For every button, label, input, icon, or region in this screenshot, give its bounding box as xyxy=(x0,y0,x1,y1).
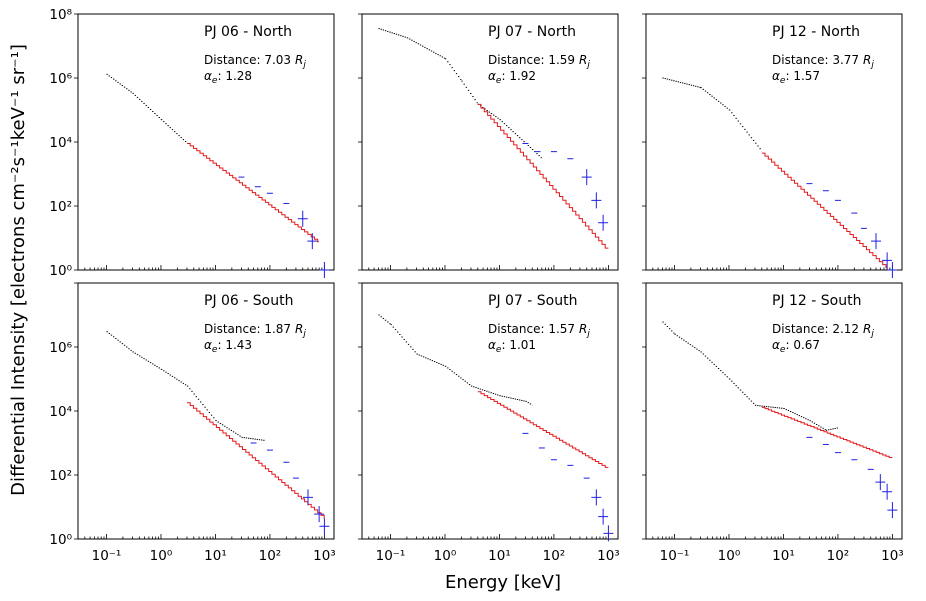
y-tick-label: 10⁶ xyxy=(49,340,72,356)
jupiter-radius-symbol: R xyxy=(863,322,871,336)
panel-3: PJ 12 - North Distance: 3.77 Rj αe: 1.57 xyxy=(642,13,903,278)
distance-text: Distance: 1.59 xyxy=(488,53,575,67)
alpha-symbol: α xyxy=(488,338,496,352)
y-tick-label: 10⁰ xyxy=(49,532,72,548)
alpha-subscript: e xyxy=(780,345,786,355)
alpha-value: : 1.57 xyxy=(785,69,820,83)
subplot-grid: 10⁰ 10² 10⁴ 10⁶ 10⁸ PJ 06 - North Distance: 7.… xyxy=(49,7,903,564)
x-tick-label: 10¹ xyxy=(204,548,227,564)
x-tick-label: 10⁰ xyxy=(718,548,741,564)
fit-step-line xyxy=(761,152,888,269)
jupiter-radius-subscript: j xyxy=(869,60,874,70)
alpha-annotation: αe: 1.01 xyxy=(488,338,536,355)
fit-step-line xyxy=(187,143,320,243)
x-tick-label: 10⁰ xyxy=(434,548,457,564)
panel-title: PJ 06 - North xyxy=(204,24,292,40)
fit-step-line xyxy=(187,402,325,519)
panel-2: PJ 07 - North Distance: 1.59 Rj αe: 1.92 xyxy=(358,13,619,271)
alpha-annotation: αe: 1.92 xyxy=(488,69,536,86)
panel-title: PJ 12 - North xyxy=(772,24,860,40)
jupiter-radius-subscript: j xyxy=(301,60,306,70)
jupiter-radius-subscript: j xyxy=(585,329,590,339)
y-tick-label: 10² xyxy=(49,199,72,215)
alpha-value: : 1.92 xyxy=(501,69,536,83)
x-tick-label: 10² xyxy=(543,548,566,564)
y-tick-label: 10⁴ xyxy=(49,404,72,420)
alpha-symbol: α xyxy=(204,69,212,83)
x-axis-label: Energy [keV] xyxy=(445,572,561,593)
panel-5: 10⁻¹ 10⁰ 10¹ 10² 10³ PJ 07 - South Distance: 1… xyxy=(358,282,620,564)
distance-annotation: Distance: 7.03 Rj xyxy=(204,53,306,70)
jupiter-radius-symbol: R xyxy=(863,53,871,67)
distance-text: Distance: 1.87 xyxy=(204,322,291,336)
panel-title: PJ 07 - South xyxy=(488,293,577,309)
distance-annotation: Distance: 1.59 Rj xyxy=(488,53,590,70)
panel-title: PJ 12 - South xyxy=(772,293,861,309)
distance-annotation: Distance: 1.57 Rj xyxy=(488,322,590,339)
distance-text: Distance: 1.57 xyxy=(488,322,575,336)
distance-text: Distance: 2.12 xyxy=(772,322,859,336)
x-tick-label: 10¹ xyxy=(488,548,511,564)
jupiter-radius-symbol: R xyxy=(295,53,303,67)
distance-annotation: Distance: 1.87 Rj xyxy=(204,322,306,339)
x-tick-label: 10² xyxy=(827,548,850,564)
x-tick-label: 10³ xyxy=(881,548,904,564)
y-tick-label: 10⁴ xyxy=(49,135,72,151)
x-tick-label: 10⁻¹ xyxy=(92,548,122,564)
jupiter-radius-symbol: R xyxy=(579,53,587,67)
alpha-symbol: α xyxy=(772,69,780,83)
x-tick-label: 10⁰ xyxy=(150,548,173,564)
y-tick-label: 10⁸ xyxy=(49,7,72,23)
distance-annotation: Distance: 2.12 Rj xyxy=(772,322,874,339)
alpha-annotation: αe: 1.57 xyxy=(772,69,820,86)
panel-6: 10⁻¹ 10⁰ 10¹ 10² 10³ PJ 12 - South Distance: 2… xyxy=(642,282,904,564)
x-tick-label: 10² xyxy=(259,548,282,564)
x-tick-label: 10³ xyxy=(597,548,620,564)
fit-step-line xyxy=(761,406,893,458)
jupiter-radius-subscript: j xyxy=(869,329,874,339)
x-tick-label: 10¹ xyxy=(772,548,795,564)
alpha-value: : 1.28 xyxy=(217,69,252,83)
panel-title: PJ 07 - North xyxy=(488,24,576,40)
panel-title: PJ 06 - South xyxy=(204,293,293,309)
alpha-subscript: e xyxy=(212,345,218,355)
distance-text: Distance: 3.77 xyxy=(772,53,859,67)
alpha-symbol: α xyxy=(772,338,780,352)
alpha-subscript: e xyxy=(212,76,218,86)
y-tick-label: 10² xyxy=(49,468,72,484)
x-tick-label: 10⁻¹ xyxy=(660,548,690,564)
alpha-subscript: e xyxy=(496,76,502,86)
x-tick-label: 10³ xyxy=(313,548,336,564)
alpha-value: : 1.43 xyxy=(217,338,252,352)
y-axis-label: Differential Intensity [electrons cm⁻²s⁻… xyxy=(8,44,29,496)
alpha-subscript: e xyxy=(780,76,786,86)
alpha-value: : 0.67 xyxy=(785,338,820,352)
panel-4: 10⁰ 10² 10⁴ 10⁶ 10⁻¹ 10⁰ 10¹ 10² 10³ PJ 06 - Sout… xyxy=(49,282,336,564)
alpha-annotation: αe: 0.67 xyxy=(772,338,820,355)
panel-1: 10⁰ 10² 10⁴ 10⁶ 10⁸ PJ 06 - North Distance: 7.… xyxy=(49,7,335,279)
alpha-symbol: α xyxy=(488,69,496,83)
x-tick-label: 10⁻¹ xyxy=(376,548,406,564)
jupiter-radius-subscript: j xyxy=(585,60,590,70)
alpha-value: : 1.01 xyxy=(501,338,536,352)
alpha-symbol: α xyxy=(204,338,212,352)
jupiter-radius-symbol: R xyxy=(579,322,587,336)
fit-step-line xyxy=(477,103,609,249)
jupiter-radius-symbol: R xyxy=(295,322,303,336)
alpha-subscript: e xyxy=(496,345,502,355)
distance-annotation: Distance: 3.77 Rj xyxy=(772,53,874,70)
alpha-annotation: αe: 1.43 xyxy=(204,338,252,355)
fit-step-line xyxy=(477,391,609,468)
distance-text: Distance: 7.03 xyxy=(204,53,291,67)
y-tick-label: 10⁶ xyxy=(49,71,72,87)
y-tick-label: 10⁰ xyxy=(49,263,72,279)
jupiter-radius-subscript: j xyxy=(301,329,306,339)
alpha-annotation: αe: 1.28 xyxy=(204,69,252,86)
